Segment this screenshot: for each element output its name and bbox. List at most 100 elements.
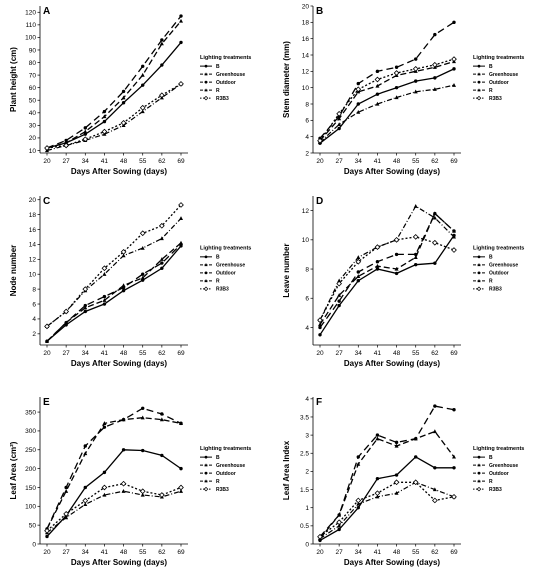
data-point: [179, 242, 183, 247]
legend-item: R3B3: [200, 486, 229, 493]
legend-item: Greenhouse: [200, 463, 245, 469]
legend-item: Outdoor: [473, 471, 509, 477]
data-point: [356, 270, 360, 274]
data-point: [179, 40, 183, 45]
data-point: [431, 497, 438, 504]
legend-marker: [477, 64, 481, 68]
y-tick-label: 18: [29, 212, 37, 219]
series-r3b3: [317, 56, 457, 144]
y-tick-label: 20: [29, 197, 37, 204]
data-point: [452, 20, 456, 25]
series-line: [46, 245, 182, 342]
data-point: [452, 408, 456, 412]
x-tick-label: 48: [393, 350, 401, 357]
panel-c: C 2 4 6 8 10 12 14 16 18 20 20 27 34 41 48 55 62 69 Days Af…: [9, 196, 251, 368]
x-tick-label: 27: [336, 350, 344, 357]
data-point: [160, 38, 164, 42]
legend-marker: [476, 95, 482, 101]
data-point: [121, 253, 126, 258]
data-point: [159, 236, 164, 241]
data-point: [179, 14, 183, 18]
y-tick-label: 2: [305, 150, 309, 157]
x-tick-label: 48: [120, 549, 128, 556]
x-tick-label: 62: [431, 158, 439, 165]
data-point: [139, 104, 146, 111]
data-point: [433, 211, 437, 216]
x-tick-label: 62: [158, 549, 166, 556]
data-point: [375, 101, 380, 106]
data-point: [337, 116, 342, 121]
series-line: [319, 481, 455, 538]
legend-item: B: [473, 255, 493, 261]
data-point: [44, 323, 50, 330]
data-point: [178, 202, 184, 208]
legend-marker: [204, 72, 208, 76]
data-point: [356, 81, 360, 86]
data-point: [356, 102, 360, 106]
data-point: [451, 56, 457, 62]
data-point: [159, 257, 164, 261]
series-line: [46, 490, 182, 534]
series-greenhouse: [45, 240, 183, 343]
legend-item: Greenhouse: [473, 463, 518, 469]
data-point: [64, 489, 69, 493]
data-point: [179, 18, 183, 23]
x-tick-label: 62: [431, 549, 439, 556]
data-point: [83, 451, 88, 456]
legend-label: R: [489, 479, 493, 485]
legend-title: Lighting treatments: [473, 246, 524, 252]
data-point: [375, 83, 380, 88]
data-point: [394, 95, 399, 100]
y-tick-label: 3.5: [300, 414, 309, 421]
data-point: [374, 490, 381, 497]
legend-marker: [476, 286, 482, 292]
x-tick-label: 69: [450, 158, 458, 165]
legend-marker: [204, 80, 208, 84]
legend-marker: [203, 286, 209, 292]
data-point: [44, 145, 50, 151]
y-tick-label: 4: [32, 316, 36, 323]
data-point: [337, 299, 341, 303]
data-point: [412, 66, 419, 72]
data-point: [83, 305, 88, 310]
y-tick-label: 20: [302, 3, 310, 10]
y-tick-label: 1: [305, 505, 309, 512]
data-point: [159, 41, 164, 46]
series-line: [46, 242, 182, 342]
data-point: [83, 309, 87, 314]
x-tick-label: 34: [355, 350, 363, 357]
data-point: [414, 57, 418, 61]
x-tick-label: 20: [316, 350, 324, 357]
legend-item: R: [200, 88, 220, 94]
legend-label: B: [216, 455, 220, 461]
y-tick-label: 4: [305, 134, 309, 141]
data-point: [102, 302, 107, 306]
x-tick-label: 34: [82, 549, 90, 556]
data-point: [44, 527, 50, 534]
legend-label: R: [216, 88, 220, 94]
series-line: [46, 483, 182, 532]
series-line: [319, 68, 455, 144]
legend-item: Greenhouse: [200, 72, 245, 78]
legend-item: R: [200, 479, 220, 485]
series-line: [46, 243, 182, 342]
data-point: [433, 32, 437, 37]
legend-marker: [477, 72, 481, 76]
legend-item: Outdoor: [200, 80, 236, 86]
legend-marker: [204, 479, 208, 483]
data-point: [101, 484, 108, 491]
data-point: [121, 417, 126, 422]
data-point: [83, 129, 88, 134]
legend-marker: [204, 455, 208, 459]
data-point: [433, 466, 437, 470]
legend-label: B: [216, 64, 220, 70]
data-point: [433, 404, 437, 408]
data-point: [452, 67, 456, 71]
data-point: [141, 64, 145, 69]
legend-label: Greenhouse: [489, 72, 518, 78]
series-b: [318, 67, 456, 145]
legend-title: Lighting treatments: [200, 55, 251, 61]
x-tick-label: 69: [177, 350, 185, 357]
x-tick-label: 69: [450, 350, 458, 357]
data-point: [414, 262, 418, 267]
